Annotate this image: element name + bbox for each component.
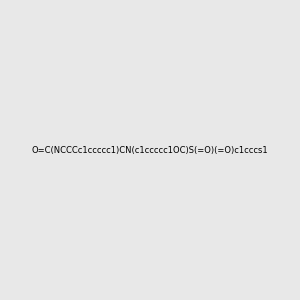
Text: O=C(NCCCc1ccccc1)CN(c1ccccc1OC)S(=O)(=O)c1cccs1: O=C(NCCCc1ccccc1)CN(c1ccccc1OC)S(=O)(=O)… <box>32 146 268 154</box>
